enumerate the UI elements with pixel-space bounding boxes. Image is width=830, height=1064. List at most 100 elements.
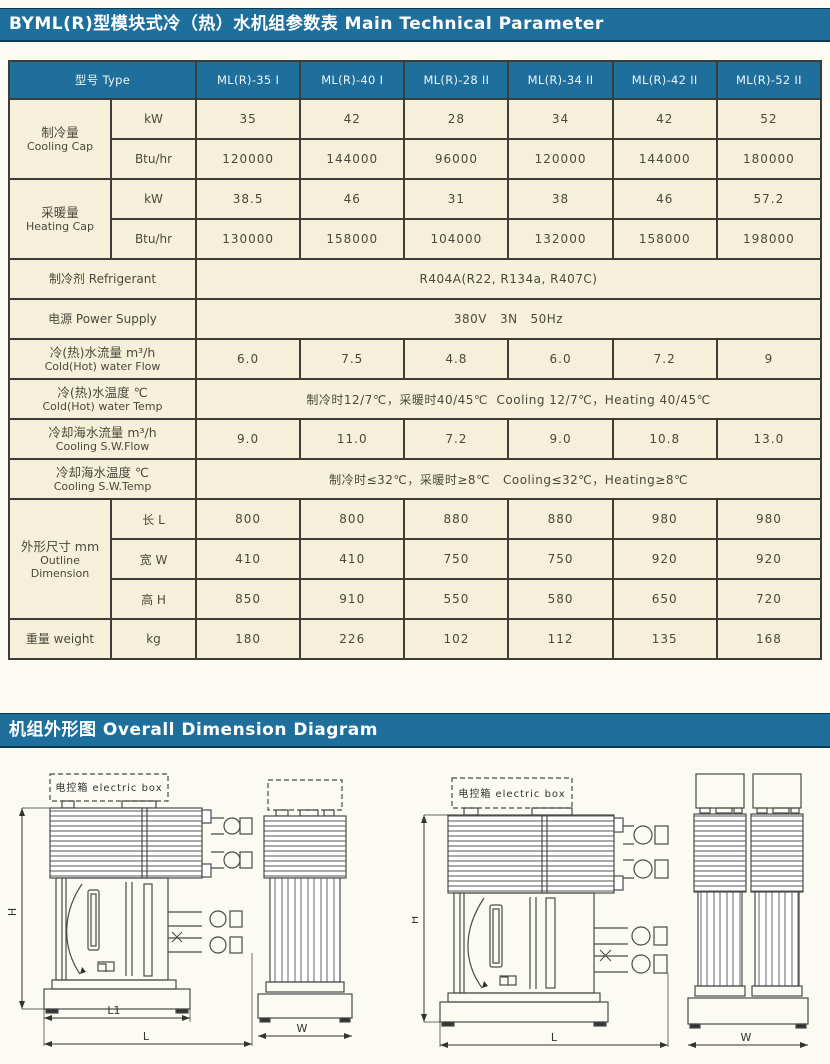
unit-cell: Btu/hr (109, 138, 198, 180)
value-cell: 10.8 (611, 418, 718, 460)
value-cell: 7.2 (403, 418, 510, 460)
value-cell: 550 (403, 578, 510, 620)
value-cell: 57.2 (715, 178, 823, 220)
electric-box-label: 电控箱 electric box (458, 787, 565, 800)
model-header-cell: ML(R)-28 II (403, 60, 510, 100)
row-label-power: 电源 Power Supply (7, 298, 198, 340)
dimension-lines (421, 814, 669, 1048)
row-label-cn: 冷却海水温度 ℃ (56, 465, 150, 480)
value-cell: 920 (611, 538, 718, 580)
electric-box-outline (49, 773, 169, 802)
dim-w-label: W (297, 1022, 308, 1035)
table-row-dim-width: 宽 W 410 410 750 750 920 920 (9, 538, 823, 580)
value-cell: 96000 (403, 138, 510, 180)
pipe-connector (631, 926, 651, 946)
value-cell: 850 (195, 578, 302, 620)
table-row-cooling-kw: 制冷量 Cooling Cap kW 35 42 28 34 42 52 (8, 98, 823, 180)
value-cell: 112 (507, 618, 614, 660)
table-row-dim-height: 高 H 850 910 550 580 650 720 (9, 578, 823, 620)
row-label-cn: 冷(热)水流量 m³/h (49, 345, 156, 360)
value-cell: 35 (195, 98, 302, 140)
base-plate (439, 1001, 609, 1023)
unit-body (55, 877, 169, 981)
base-plate (43, 988, 191, 1010)
door-swing-arc (66, 883, 83, 975)
unit-side-view (43, 773, 253, 1014)
value-cell: 750 (403, 538, 510, 580)
type-header-cell: 型号 Type (7, 60, 198, 100)
base-plate (687, 997, 809, 1025)
value-cell: 46 (611, 178, 718, 220)
row-label-heating: 采暖量 Heating Cap (8, 178, 112, 260)
value-cell: 880 (507, 498, 614, 540)
value-cell: 800 (299, 498, 406, 540)
condenser-fins (49, 807, 203, 879)
value-cell: 650 (611, 578, 718, 620)
value-cell: 104000 (403, 218, 510, 260)
value-cell: 13.0 (715, 418, 823, 460)
table-row-power: 电源 Power Supply 380V 3N 50Hz (7, 298, 822, 340)
model-header-cell: ML(R)-42 II (611, 60, 718, 100)
value-cell: 34 (507, 98, 614, 140)
dim-l-label: L (551, 1031, 558, 1044)
valve-symbol (599, 949, 612, 962)
row-label-en: Cooling S.W.Flow (55, 440, 150, 453)
value-cell: 144000 (299, 138, 406, 180)
value-cell: 9 (715, 338, 823, 380)
value-cell: 750 (507, 538, 614, 580)
value-cell: 226 (299, 618, 406, 660)
value-cell: 102 (403, 618, 510, 660)
value-cell: 198000 (715, 218, 823, 260)
value-cell: 910 (299, 578, 406, 620)
row-label-refrigerant: 制冷剂 Refrigerant (7, 258, 198, 300)
dim-h-label: H (412, 916, 421, 924)
unit-body (453, 892, 595, 994)
merged-value-cell: 380V 3N 50Hz (195, 298, 822, 340)
unit-cell: 长 L (109, 498, 198, 540)
value-cell: 120000 (507, 138, 614, 180)
value-cell: 410 (299, 538, 406, 580)
row-label-dimension: 外形尺寸 mm Outline Dimension (8, 498, 112, 620)
value-cell: 980 (611, 498, 718, 540)
table-row-sw-flow: 冷却海水流量 m³/h Cooling S.W.Flow 9.0 11.0 7.… (7, 418, 823, 460)
row-label-cn: 冷却海水流量 m³/h (48, 425, 157, 440)
row-label-en: Cooling S.W.Temp (53, 480, 152, 493)
overall-dimension-diagram-left: H L1 L 电控箱 electric box W (6, 773, 353, 1047)
dim-w-label: W (741, 1031, 752, 1044)
value-cell: 158000 (299, 218, 406, 260)
value-cell: 7.2 (611, 338, 718, 380)
unit-front-view-two-modules (687, 773, 809, 1029)
row-label-cn: 采暖量 (41, 205, 79, 220)
dim-l1-label: L1 (107, 1004, 120, 1017)
value-cell: 120000 (195, 138, 302, 180)
row-label-cn: 外形尺寸 mm (20, 538, 100, 554)
value-cell: 158000 (611, 218, 718, 260)
value-cell: 4.8 (403, 338, 510, 380)
dimension-lines (19, 807, 253, 1047)
table-row-sw-temp: 冷却海水温度 ℃ Cooling S.W.Temp 制冷时≤32℃，采暖时≥8℃… (7, 458, 822, 500)
value-cell: 180 (195, 618, 302, 660)
unit-cell: 宽 W (109, 538, 198, 580)
table-row-refrigerant: 制冷剂 Refrigerant R404A(R22, R134a, R407C) (7, 258, 822, 300)
row-label-sw-temp: 冷却海水温度 ℃ Cooling S.W.Temp (7, 458, 198, 500)
row-label-cooling: 制冷量 Cooling Cap (8, 98, 112, 180)
table-row-cooling-btu: Btu/hr 120000 144000 96000 120000 144000… (9, 138, 823, 180)
pipe-connector (633, 825, 653, 845)
row-label-cn: 制冷量 (41, 125, 79, 140)
row-label-en: Heating Cap (25, 220, 94, 233)
row-label-weight: 重量 weight (8, 618, 112, 660)
value-cell: 135 (611, 618, 718, 660)
technical-parameter-table: 型号 Type ML(R)-35 I ML(R)-40 I ML(R)-28 I… (7, 60, 823, 660)
unit-front-view (257, 779, 353, 1023)
value-cell: 9.0 (195, 418, 302, 460)
table-row-heating-kw: 采暖量 Heating Cap kW 38.5 46 31 38 46 57.2 (8, 178, 823, 260)
section-title: 机组外形图 Overall Dimension Diagram (0, 713, 830, 748)
value-cell: 38 (507, 178, 614, 220)
row-label-en: Cold(Hot) water Flow (44, 360, 161, 373)
model-header-cell: ML(R)-35 I (195, 60, 302, 100)
unit-cell: Btu/hr (109, 218, 198, 260)
value-cell: 11.0 (299, 418, 406, 460)
value-cell: 6.0 (195, 338, 302, 380)
table-row-dim-length: 外形尺寸 mm Outline Dimension 长 L 800 800 88… (8, 498, 823, 620)
